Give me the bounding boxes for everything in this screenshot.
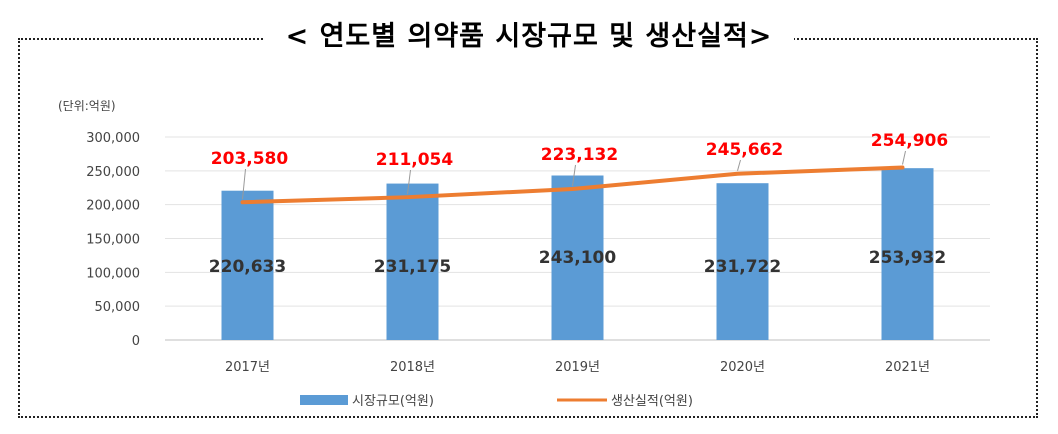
bar	[386, 183, 439, 340]
x-tick-label: 2019년	[555, 360, 600, 375]
y-tick-label: 100,000	[86, 266, 140, 281]
x-tick-label: 2018년	[390, 360, 435, 375]
y-tick-label: 200,000	[86, 199, 140, 214]
legend-swatch-bar	[300, 395, 348, 405]
bar-data-label: 243,100	[539, 248, 617, 268]
line-data-labels: 203,580 211,054 223,132 245,662 254,906	[211, 131, 948, 170]
line-data-label: 211,054	[376, 150, 454, 170]
line-data-label: 245,662	[706, 140, 783, 160]
line-data-label: 254,906	[871, 131, 948, 151]
y-tick-label: 150,000	[86, 233, 140, 248]
x-tick-label: 2020년	[720, 360, 765, 375]
y-axis: 0 50,000 100,000 150,000 200,000 250,000 300,0…	[86, 131, 140, 349]
line-series	[240, 165, 905, 205]
bar-data-label: 253,932	[869, 248, 946, 268]
bar-data-label: 220,633	[209, 257, 286, 277]
bar-data-label: 231,175	[374, 257, 451, 277]
legend: 시장규모(억원) 생산실적(억원)	[300, 394, 693, 409]
x-tick-label: 2021년	[885, 360, 930, 375]
legend-label-line: 생산실적(억원)	[611, 394, 693, 409]
line-data-label: 203,580	[211, 149, 289, 169]
y-tick-label: 50,000	[95, 300, 141, 315]
label-leader	[737, 159, 741, 171]
label-leaders	[242, 150, 906, 200]
bar-data-label: 231,722	[704, 257, 781, 277]
x-axis: 2017년 2018년 2019년 2020년 2021년	[225, 360, 930, 375]
label-leader	[242, 168, 246, 200]
bar	[881, 168, 934, 340]
bar-data-labels: 220,633 231,175 243,100 231,722 253,932	[209, 248, 946, 277]
bar	[551, 175, 604, 340]
bar	[716, 183, 769, 340]
chart-title-wrap: < 연도별 의약품 시장규모 및 생산실적>	[0, 14, 1058, 53]
y-tick-label: 250,000	[86, 165, 140, 180]
unit-label: (단위:억원)	[58, 99, 116, 113]
label-leader	[572, 164, 576, 187]
line-data-label: 223,132	[541, 145, 618, 165]
y-tick-label: 0	[132, 334, 140, 349]
label-leader	[902, 150, 906, 165]
legend-label-bar: 시장규모(억원)	[352, 394, 434, 409]
bar	[221, 190, 274, 340]
y-tick-label: 300,000	[86, 131, 140, 146]
bar-series	[221, 168, 934, 340]
x-tick-label: 2017년	[225, 360, 270, 375]
label-leader	[407, 169, 411, 195]
chart-title: < 연도별 의약품 시장규모 및 생산실적>	[263, 21, 795, 52]
